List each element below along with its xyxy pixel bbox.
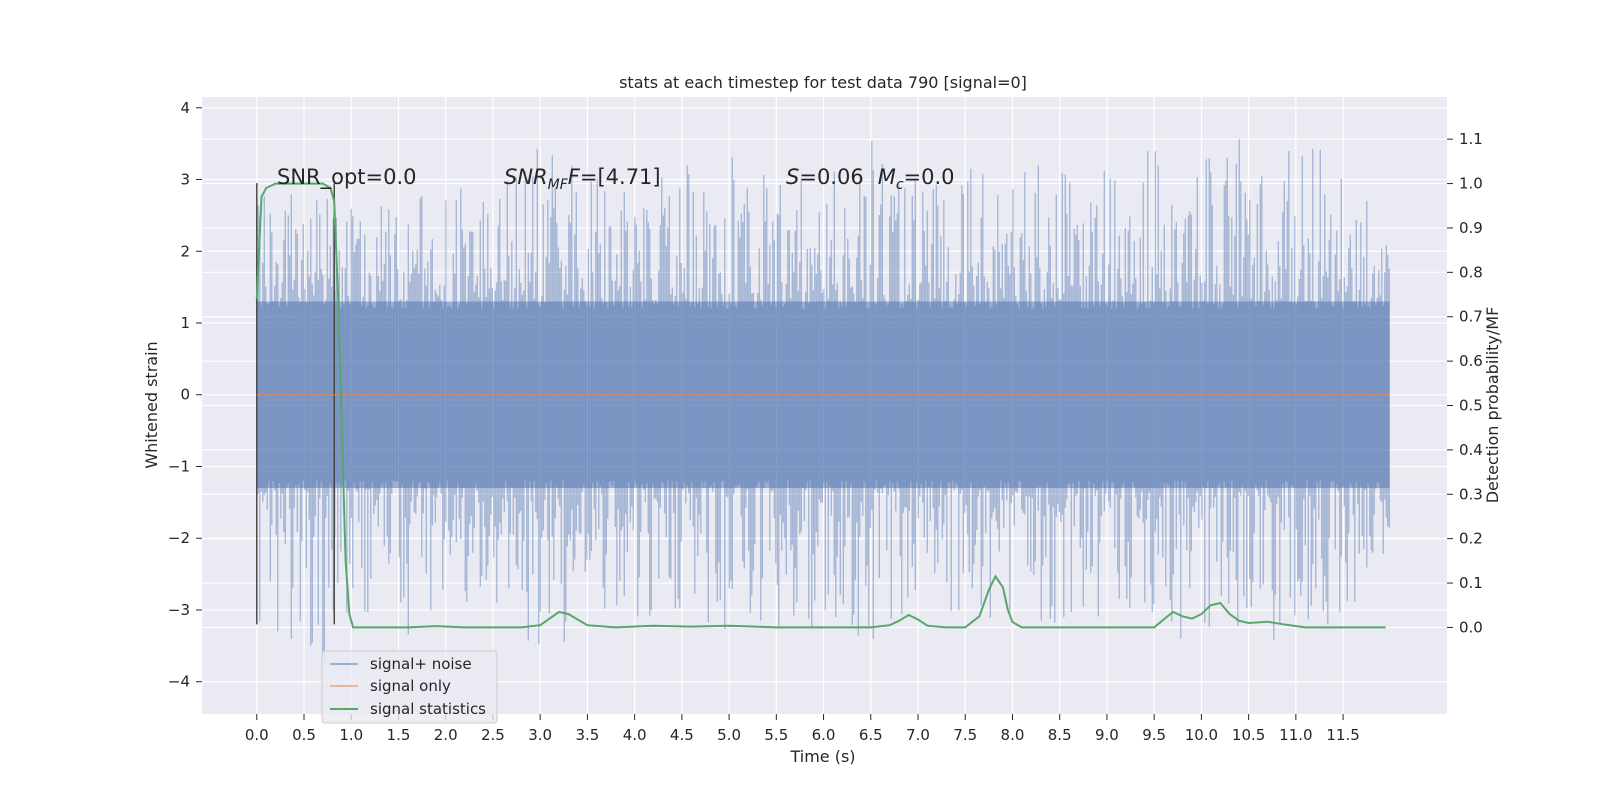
mc-subscript: c [896,177,904,193]
y2-tick-label: 1.1 [1459,130,1483,148]
legend: signal+ noise signal only signal statist… [321,650,498,724]
x-tick-label: 0.0 [245,726,269,744]
y2-tick-label: 0.0 [1459,618,1483,636]
y-tick-label: 0 [180,386,190,404]
snr-mf-annotation: SNRMFF=[4.71] [504,165,661,193]
x-tick-label: 3.0 [528,726,552,744]
y2-tick-label: 0.5 [1459,397,1483,415]
x-axis-ticks: 0.0 0.5 1.0 1.5 2.0 2.5 3.0 3.5 4.0 4.5 5.0 5.5 6.0 6… [245,714,1360,744]
signal-statistics-line [255,182,1386,629]
y2-tick-label: 0.8 [1459,263,1483,281]
snr-mf-symbol: SNR [504,165,548,189]
y-tick-label: 2 [180,242,190,260]
s-value: =0.06 [799,165,863,189]
snr-mf-subscript: MF [548,177,569,193]
y2-tick-label: 0.2 [1459,530,1483,548]
x-tick-label: 4.5 [670,726,694,744]
x-tick-label: 6.5 [859,726,883,744]
y-axis-ticks: −4 −3 −2 −1 0 1 2 3 4 [168,99,202,691]
s-mc-annotation: S=0.06 Mc=0.0 [786,165,955,193]
x-tick-label: 3.5 [575,726,599,744]
y-tick-label: 3 [180,171,190,189]
x-tick-label: 0.5 [292,726,316,744]
y-axis-label: Whitened strain [142,341,161,468]
x-tick-label: 8.5 [1048,726,1072,744]
x-tick-label: 11.0 [1279,726,1312,744]
mc-symbol: M [878,165,896,189]
y-tick-label: −3 [168,601,190,619]
y2-tick-label: 0.9 [1459,219,1483,237]
mc-value: =0.0 [904,165,955,189]
x-tick-label: 8.0 [1001,726,1025,744]
x-tick-label: 1.0 [339,726,363,744]
x-tick-label: 2.5 [481,726,505,744]
event-markers [256,183,335,625]
legend-label-signal-noise: signal+ noise [370,655,472,673]
chart-title: stats at each timestep for test data 790… [619,73,1027,92]
x-tick-label: 2.0 [434,726,458,744]
legend-label-signal-only: signal only [370,677,451,695]
x-tick-label: 7.0 [906,726,930,744]
s-symbol: S [786,165,799,189]
y2-axis-ticks: 0.0 0.1 0.2 0.3 0.4 0.5 0.6 0.7 0.8 0.9 1.0 1.1 [1447,130,1483,636]
legend-box [321,650,498,724]
x-tick-label: 10.5 [1232,726,1265,744]
x-tick-label: 10.0 [1185,726,1218,744]
x-tick-label: 9.0 [1095,726,1119,744]
y2-tick-label: 0.3 [1459,485,1483,503]
x-tick-label: 11.5 [1326,726,1359,744]
x-tick-label: 1.5 [387,726,411,744]
y-tick-label: −1 [168,457,190,475]
x-tick-label: 5.5 [764,726,788,744]
legend-label-signal-statistics: signal statistics [370,700,486,718]
y-tick-label: −4 [168,673,190,691]
y2-tick-label: 1.0 [1459,175,1483,193]
y-tick-label: 1 [180,314,190,332]
y2-tick-label: 0.7 [1459,308,1483,326]
y2-tick-label: 0.6 [1459,352,1483,370]
x-tick-label: 9.5 [1142,726,1166,744]
snr-mf-f: F [568,165,581,189]
snr-mf-value: =[4.71] [580,165,661,189]
x-tick-label: 4.0 [623,726,647,744]
y-tick-label: 4 [180,99,190,117]
y2-tick-label: 0.4 [1459,441,1483,459]
y2-axis-label: Detection probability/MF [1483,307,1502,504]
snr-opt-annotation: SNR_opt=0.0 [277,165,417,190]
x-axis-label: Time (s) [789,747,855,766]
y2-tick-label: 0.1 [1459,574,1483,592]
x-tick-label: 7.5 [953,726,977,744]
x-tick-label: 6.0 [812,726,836,744]
signal-statistics-series [255,182,1386,629]
x-tick-label: 5.0 [717,726,741,744]
y-tick-label: −2 [168,529,190,547]
